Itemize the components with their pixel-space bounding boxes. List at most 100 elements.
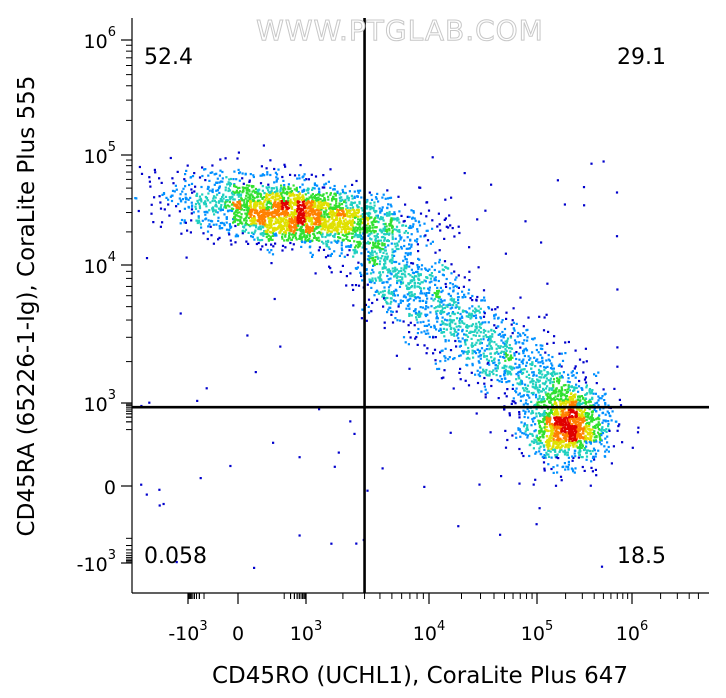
event-dot: [261, 238, 264, 242]
event-dot: [458, 354, 461, 358]
event-dot: [578, 426, 581, 429]
event-dot: [370, 279, 373, 282]
event-dot: [371, 207, 374, 210]
event-dot: [380, 247, 383, 250]
event-dot: [398, 285, 402, 288]
event-dot: [560, 365, 563, 368]
event-dot: [514, 342, 517, 345]
event-dot: [384, 255, 387, 258]
event-dot: [557, 378, 560, 381]
event-dot: [293, 211, 296, 214]
event-dot: [517, 374, 520, 377]
event-dot: [323, 183, 326, 186]
event-dot: [550, 362, 553, 365]
event-dot: [597, 423, 600, 426]
event-dot: [408, 294, 411, 297]
event-dot: [601, 421, 604, 424]
event-dot: [279, 204, 282, 207]
event-dot: [370, 281, 373, 284]
event-dot: [217, 207, 221, 210]
event-dot: [441, 289, 444, 292]
event-dot: [324, 207, 327, 210]
event-dot: [468, 312, 471, 315]
event-dot: [373, 204, 376, 207]
event-dot: [348, 239, 351, 242]
event-dot: [343, 255, 346, 258]
event-dot: [341, 223, 345, 226]
event-dot: [445, 285, 448, 288]
event-dot: [269, 202, 273, 205]
event-dot: [457, 332, 460, 335]
event-dot: [396, 216, 399, 220]
event-dot: [252, 175, 255, 179]
event-dot: [294, 203, 297, 206]
event-dot: [392, 250, 396, 253]
event-dot: [547, 392, 550, 395]
event-dot: [184, 201, 187, 204]
event-dot: [388, 224, 391, 227]
event-dot: [352, 226, 355, 229]
event-dot: [519, 383, 522, 386]
event-dot: [572, 470, 575, 473]
event-dot: [523, 389, 526, 392]
event-dot: [564, 389, 567, 392]
event-dot: [282, 210, 285, 213]
event-dot: [310, 223, 313, 226]
event-dot: [337, 205, 340, 208]
event-dot: [235, 178, 238, 181]
event-dot: [331, 197, 334, 200]
event-dot: [281, 207, 284, 210]
event-dot: [371, 249, 374, 252]
event-dot: [225, 221, 228, 224]
event-dot: [258, 205, 261, 208]
event-dot: [372, 220, 375, 223]
event-dot: [359, 231, 362, 234]
event-dot: [413, 281, 416, 284]
event-dot: [339, 199, 342, 202]
event-dot: [417, 315, 420, 318]
event-dot: [251, 222, 254, 225]
event-dot: [518, 366, 521, 369]
event-dot: [322, 221, 325, 224]
event-dot: [553, 449, 556, 452]
event-dot: [321, 206, 325, 210]
event-dot: [315, 197, 318, 200]
event-dot: [387, 239, 390, 243]
event-dot: [574, 386, 577, 389]
event-dot: [391, 236, 394, 239]
event-dot: [605, 430, 608, 433]
event-dot: [438, 223, 441, 226]
event-dot: [360, 262, 363, 266]
event-dot: [245, 203, 248, 206]
event-dot: [420, 331, 423, 334]
event-dot: [282, 231, 286, 234]
event-dot: [543, 467, 546, 470]
event-dot: [284, 230, 287, 233]
event-dot: [379, 260, 382, 263]
event-dot: [591, 428, 594, 431]
event-dot: [481, 371, 484, 374]
event-dot: [552, 384, 555, 387]
event-dot: [584, 429, 587, 432]
event-dot: [592, 425, 595, 428]
event-dot: [304, 236, 307, 239]
event-dot: [498, 332, 502, 336]
event-dot: [511, 400, 514, 403]
event-dot: [407, 247, 410, 250]
event-dot: [455, 276, 458, 279]
event-dot: [488, 373, 491, 376]
event-dot: [568, 381, 571, 384]
event-dot: [306, 211, 309, 214]
event-dot: [335, 216, 338, 219]
event-dot: [430, 272, 433, 275]
event-dot: [439, 360, 442, 363]
event-dot: [230, 207, 233, 210]
event-dot: [555, 416, 558, 419]
event-dot: [440, 349, 443, 352]
event-dot: [561, 389, 564, 392]
event-dot: [336, 223, 339, 227]
event-dot: [161, 193, 164, 196]
event-dot: [450, 319, 453, 322]
event-dot: [518, 341, 521, 344]
event-dot: [533, 356, 536, 359]
